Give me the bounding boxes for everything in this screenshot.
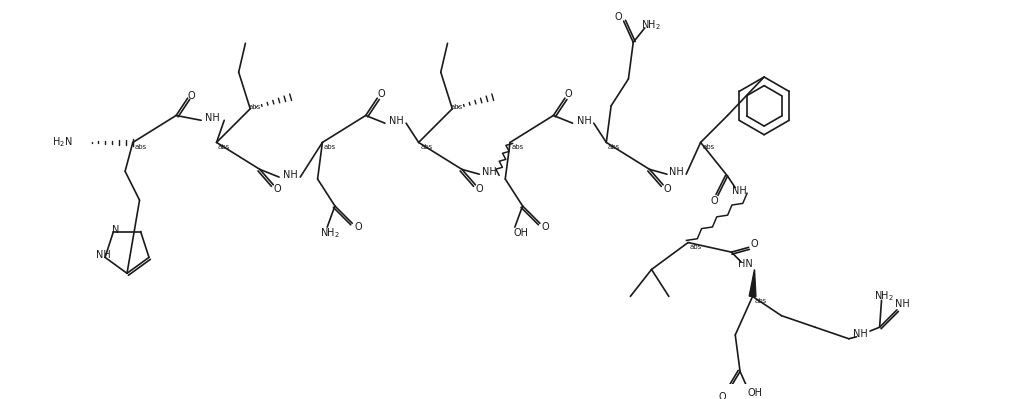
Text: NH$_2$: NH$_2$ [875, 290, 894, 303]
Text: NH: NH [895, 299, 910, 309]
Text: abs: abs [690, 244, 702, 250]
Text: NH: NH [283, 170, 298, 180]
Text: NH: NH [669, 167, 684, 177]
Text: NH: NH [577, 116, 591, 126]
Text: O: O [476, 184, 483, 194]
Text: O: O [377, 89, 385, 99]
Text: abs: abs [451, 104, 463, 110]
Text: abs: abs [608, 144, 620, 150]
Text: abs: abs [754, 298, 766, 304]
Text: abs: abs [512, 144, 524, 150]
Text: O: O [187, 91, 195, 101]
Text: O: O [751, 239, 758, 249]
Text: NH: NH [96, 251, 110, 261]
Text: abs: abs [218, 144, 230, 150]
Text: NH: NH [389, 116, 404, 126]
Text: abs: abs [324, 144, 337, 150]
Text: OH: OH [514, 228, 528, 238]
Text: abs: abs [702, 144, 714, 150]
Text: N: N [112, 225, 119, 235]
Text: O: O [710, 196, 718, 206]
Text: O: O [614, 12, 622, 22]
Text: abs: abs [420, 144, 433, 150]
Text: HN: HN [738, 259, 752, 269]
Text: H$_2$N: H$_2$N [52, 136, 73, 149]
Text: O: O [542, 222, 549, 232]
Text: O: O [663, 184, 671, 194]
Text: abs: abs [134, 144, 146, 150]
Text: abs: abs [249, 104, 261, 110]
Text: NH$_2$: NH$_2$ [320, 226, 340, 240]
Text: NH: NH [731, 186, 747, 196]
Text: NH: NH [482, 167, 496, 177]
Polygon shape [749, 269, 756, 296]
Text: O: O [565, 89, 573, 99]
Text: NH: NH [853, 329, 868, 339]
Text: NH$_2$: NH$_2$ [640, 18, 661, 32]
Text: O: O [354, 222, 362, 232]
Text: NH: NH [206, 113, 220, 123]
Text: O: O [719, 391, 726, 399]
Text: O: O [273, 184, 281, 194]
Text: OH: OH [747, 388, 762, 398]
